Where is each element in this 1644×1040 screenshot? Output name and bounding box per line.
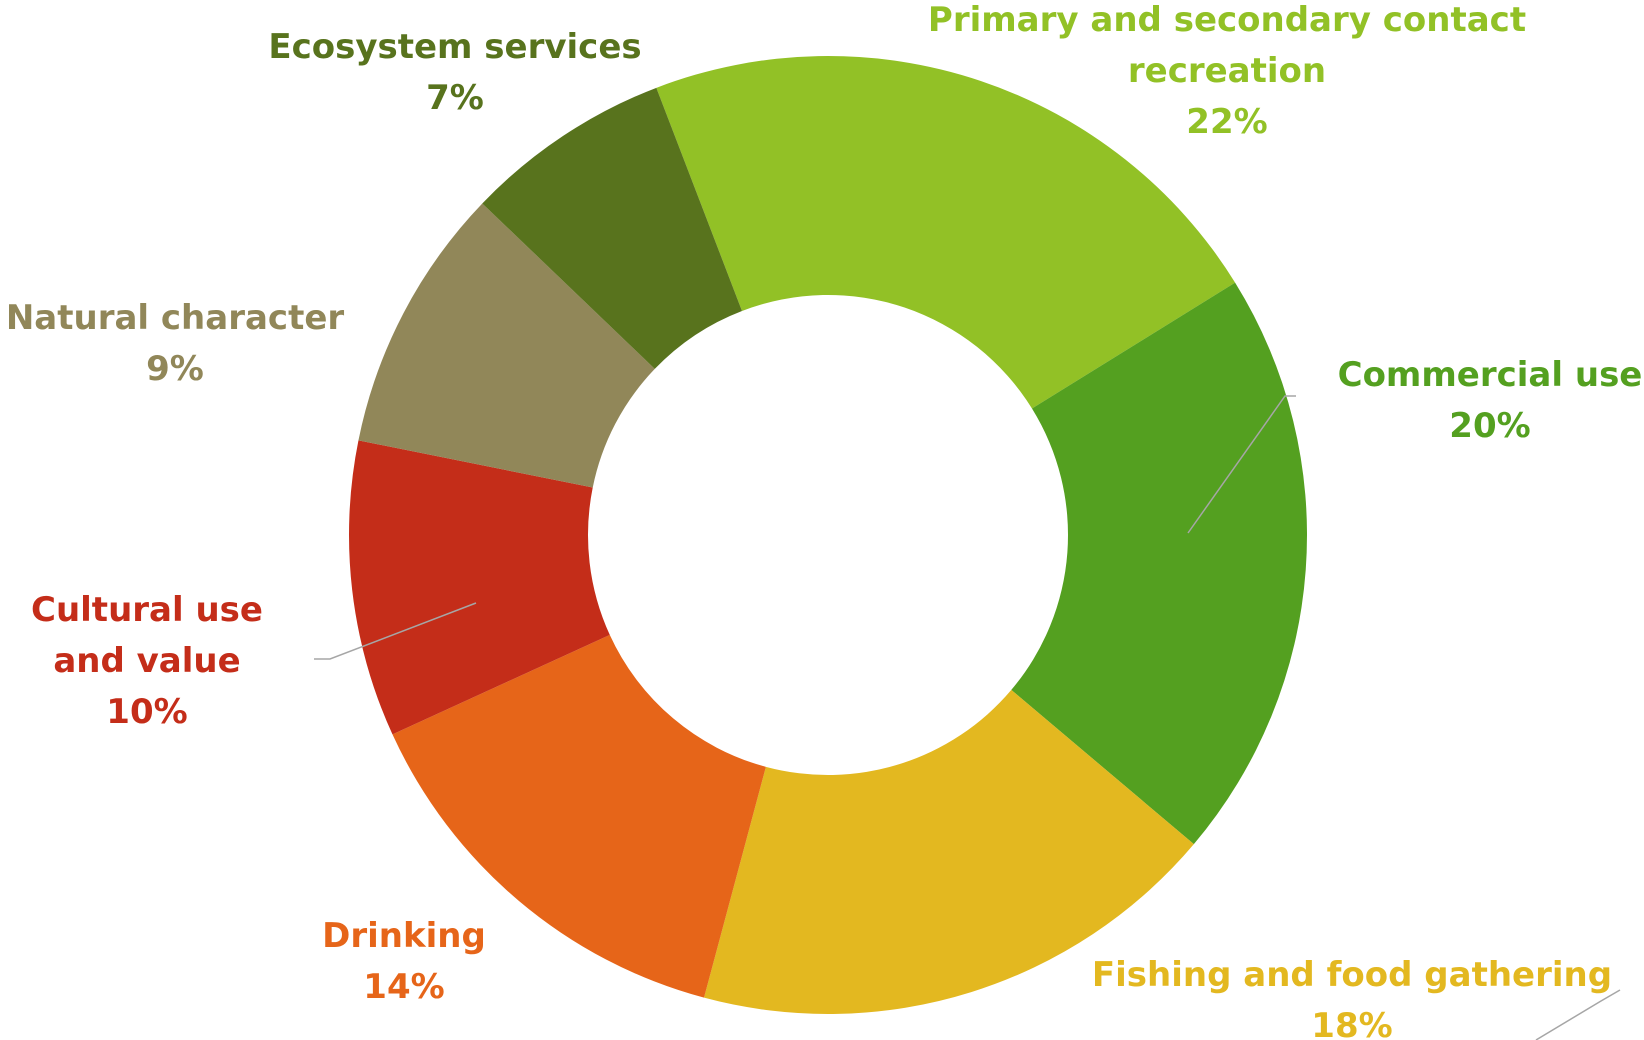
slice-value-label: 22% [1186, 102, 1267, 142]
data-label: Primary and secondary contact recreation 2… [928, 0, 1526, 142]
slice-category-label: Natural character [6, 298, 345, 338]
slice-category-label: Cultural use [31, 590, 263, 630]
leader-lines [314, 395, 1621, 1040]
leader-line [1187, 395, 1296, 534]
data-label: Drinking 14% [322, 916, 486, 1007]
slice-value-label: 14% [363, 967, 444, 1007]
leader-line [1535, 989, 1621, 1040]
slice-ecosystem-services [482, 87, 742, 369]
slice-value-label: 10% [106, 692, 187, 732]
slice-fishing-and-food-gathering [704, 689, 1194, 1014]
slice-primary-and-secondary-contact-recreation [656, 55, 1236, 409]
data-label: Fishing and food gathering 18% [1092, 955, 1612, 1040]
leader-line [314, 602, 477, 660]
slice-category-label: Ecosystem services [268, 27, 641, 67]
slice-category-label: and value [53, 641, 240, 681]
data-label: Ecosystem services 7% [268, 27, 641, 118]
slice-category-label: Primary and secondary contact [928, 0, 1526, 40]
slice-category-label: Fishing and food gathering [1092, 955, 1612, 995]
data-label: Cultural use and value 10% [31, 590, 263, 732]
slice-value-label: 7% [426, 78, 484, 118]
slice-value-label: 9% [146, 349, 204, 389]
slice-category-label: Drinking [322, 916, 486, 956]
slice-category-label: recreation [1128, 51, 1326, 91]
donut-slices [349, 55, 1307, 1014]
slice-commercial-use [1011, 282, 1307, 845]
slice-value-label: 20% [1449, 406, 1530, 446]
data-label: Natural character 9% [6, 298, 345, 389]
slice-cultural-use-and-value [349, 440, 610, 735]
data-label: Commercial use 20% [1338, 355, 1643, 446]
slice-value-label: 18% [1311, 1006, 1392, 1040]
slice-labels: Primary and secondary contact recreation 2… [6, 0, 1643, 1040]
slice-natural-character [358, 203, 655, 488]
slice-category-label: Commercial use [1338, 355, 1643, 395]
slice-drinking [392, 634, 766, 998]
